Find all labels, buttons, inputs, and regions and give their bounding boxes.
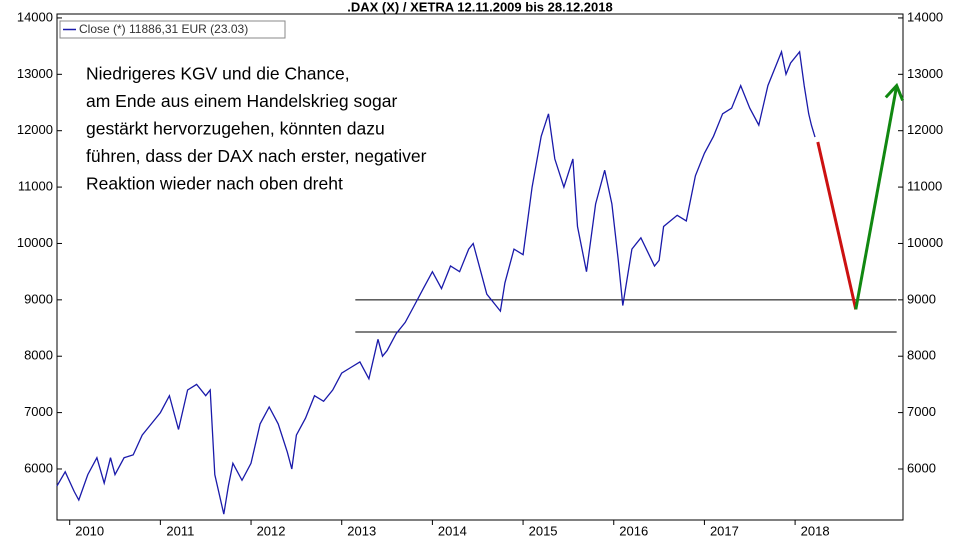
- plot-frame: [56, 13, 904, 521]
- annotation-line: am Ende aus einem Handelskrieg sogar: [86, 91, 397, 111]
- x-tick-label: 2010: [75, 523, 104, 538]
- y-tick-label: 9000: [24, 291, 53, 306]
- projection-line: [816, 141, 858, 310]
- annotation-line: Niedrigeres KGV und die Chance,: [86, 64, 350, 84]
- y-tick-label-right: 11000: [907, 179, 942, 194]
- x-tick-label: 2011: [166, 523, 194, 538]
- annotation-line: Reaktion wieder nach oben dreht: [86, 174, 343, 194]
- y-tick-label: 8000: [24, 348, 53, 363]
- y-tick-label: 10000: [17, 235, 53, 250]
- y-tick-label-right: 6000: [907, 460, 936, 475]
- annotation-line: gestärkt hervorzugehen, könnten dazu: [86, 119, 385, 139]
- y-tick-label-right: 7000: [907, 404, 936, 419]
- y-tick-label: 12000: [17, 122, 53, 137]
- x-tick-label: 2018: [801, 523, 830, 538]
- x-tick-label: 2016: [619, 523, 648, 538]
- y-tick-label-right: 8000: [907, 348, 936, 363]
- y-tick-label-right: 14000: [907, 9, 943, 24]
- annotation-line: führen, dass der DAX nach erster, negati…: [86, 146, 427, 166]
- chart-title: .DAX (X) / XETRA 12.11.2009 bis 28.12.20…: [347, 0, 612, 14]
- y-tick-label: 7000: [24, 404, 53, 419]
- x-tick-label: 2017: [710, 523, 739, 538]
- legend-box: [59, 20, 286, 39]
- y-tick-label: 11000: [18, 179, 53, 194]
- y-tick-label-right: 9000: [907, 291, 936, 306]
- x-tick-label: 2014: [438, 523, 467, 538]
- y-tick-label: 13000: [17, 66, 53, 81]
- x-tick-label: 2013: [347, 523, 376, 538]
- price-line: [56, 49, 816, 515]
- y-tick-label: 6000: [24, 460, 53, 475]
- projection-line: [854, 85, 899, 310]
- arrow-head: [884, 82, 905, 101]
- x-tick-label: 2015: [529, 523, 558, 538]
- y-tick-label-right: 10000: [907, 235, 943, 250]
- legend-label: Close (*) 11886,31 EUR (23.03): [79, 22, 248, 36]
- y-tick-label-right: 13000: [907, 66, 943, 81]
- y-tick-label: 14000: [17, 9, 53, 24]
- x-tick-label: 2012: [257, 523, 286, 538]
- y-tick-label-right: 12000: [907, 122, 943, 137]
